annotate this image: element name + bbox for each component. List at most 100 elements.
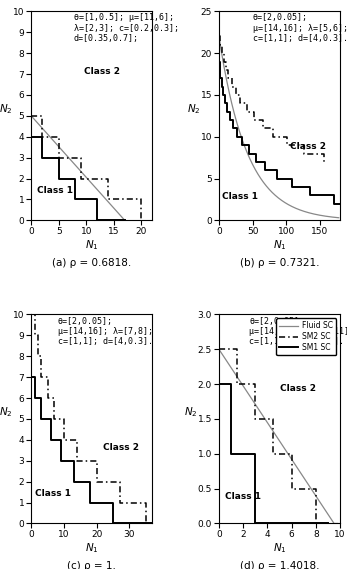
SM2 SC [314, 485, 318, 492]
SM1 SC [246, 150, 251, 157]
SM2 SC [79, 154, 83, 161]
SM1 SC [59, 457, 63, 464]
SM1 SC [308, 192, 313, 199]
SM2 SC [223, 58, 228, 65]
SM2 SC [314, 520, 318, 527]
SM1 SC [59, 436, 63, 443]
SM1 SC [289, 184, 294, 191]
Fluid SC [317, 497, 321, 504]
SM2 SC [261, 125, 265, 132]
Fluid SC [123, 217, 127, 224]
SM1 SC [223, 92, 227, 98]
SM2 SC [218, 33, 222, 40]
SM2 SC [235, 381, 239, 387]
SM1 SC [235, 125, 239, 132]
Text: θ=[1,0.5]; μ=[11,6];
λ=[2,3]; c=[0.2,0.3];
d=[0.35,0.7];: θ=[1,0.5]; μ=[11,6]; λ=[2,3]; c=[0.2,0.3… [74, 14, 179, 43]
SM2 SC [75, 457, 79, 464]
SM1 SC [240, 133, 245, 140]
SM2 SC [139, 217, 143, 224]
SM2 SC [45, 395, 50, 402]
SM2 SC [302, 150, 306, 157]
Line: Fluid SC: Fluid SC [219, 36, 339, 218]
SM1 SC [225, 100, 229, 107]
SM2 SC [271, 415, 276, 422]
SM2 SC [217, 33, 221, 40]
Y-axis label: $N_2$: $N_2$ [0, 405, 12, 419]
SM1 SC [57, 175, 61, 182]
SM1 SC [326, 520, 330, 527]
SM2 SC [40, 133, 44, 140]
Fluid SC [217, 33, 221, 40]
SM2 SC [234, 92, 238, 98]
SM2 SC [95, 479, 99, 485]
Legend: Fluid SC, SM2 SC, SM1 SC: Fluid SC, SM2 SC, SM1 SC [276, 318, 336, 355]
SM1 SC [111, 520, 115, 527]
SM1 SC [123, 217, 127, 224]
SM1 SC [235, 133, 239, 140]
SM1 SC [254, 150, 258, 157]
SM1 SC [339, 200, 343, 207]
SM1 SC [217, 58, 221, 65]
SM1 SC [49, 436, 53, 443]
Fluid SC [289, 203, 294, 210]
SM2 SC [234, 83, 238, 90]
SM1 SC [220, 83, 224, 90]
SM2 SC [238, 92, 243, 98]
SM2 SC [302, 142, 306, 149]
Line: SM2 SC: SM2 SC [219, 349, 316, 523]
Fluid SC [308, 209, 312, 216]
SM2 SC [40, 113, 44, 119]
SM1 SC [231, 125, 235, 132]
Y-axis label: $N_2$: $N_2$ [187, 102, 200, 116]
Line: Fluid SC: Fluid SC [31, 116, 125, 220]
Fluid SC [337, 215, 341, 221]
Text: (b) ρ = 0.7321.: (b) ρ = 0.7321. [240, 258, 319, 268]
SM2 SC [244, 100, 248, 107]
Fluid SC [324, 509, 329, 516]
Fluid SC [287, 452, 291, 459]
SM2 SC [39, 353, 43, 360]
SM1 SC [73, 196, 77, 203]
Text: Class 2: Class 2 [84, 67, 119, 76]
SM2 SC [106, 175, 110, 182]
SM1 SC [39, 415, 43, 422]
SM1 SC [223, 100, 227, 107]
SM1 SC [29, 353, 33, 360]
SM2 SC [226, 67, 230, 73]
SM1 SC [253, 451, 257, 457]
Line: SM1 SC: SM1 SC [219, 384, 328, 523]
SM1 SC [49, 415, 53, 422]
Text: Class 1: Class 1 [222, 192, 258, 201]
SM2 SC [253, 381, 257, 387]
Line: SM1 SC: SM1 SC [31, 356, 152, 523]
SM2 SC [217, 346, 221, 353]
X-axis label: $N_1$: $N_1$ [273, 238, 286, 251]
SM2 SC [62, 436, 66, 443]
SM1 SC [220, 75, 224, 82]
SM2 SC [62, 415, 66, 422]
SM1 SC [29, 133, 33, 140]
Text: θ=[2,0.05];
μ=[14,16]; λ=[10,11];
c=[1,1]; d=[4,0.3].: θ=[2,0.05]; μ=[14,16]; λ=[10,11]; c=[1,1… [249, 316, 347, 347]
SM1 SC [95, 196, 99, 203]
SM2 SC [144, 520, 148, 527]
SM1 SC [95, 217, 99, 224]
SM1 SC [240, 142, 245, 149]
Text: Class 1: Class 1 [225, 492, 261, 501]
SM1 SC [73, 175, 77, 182]
SM1 SC [263, 158, 268, 165]
SM2 SC [118, 499, 122, 506]
SM2 SC [289, 451, 294, 457]
SM2 SC [285, 133, 289, 140]
SM1 SC [218, 75, 222, 82]
SM2 SC [57, 154, 61, 161]
Text: (a) ρ = 0.6818.: (a) ρ = 0.6818. [52, 258, 132, 268]
Fluid SC [320, 212, 324, 219]
SM2 SC [36, 332, 40, 339]
Line: SM2 SC: SM2 SC [31, 116, 141, 220]
SM2 SC [75, 436, 79, 443]
Fluid SC [332, 520, 336, 527]
SM2 SC [32, 332, 36, 339]
SM1 SC [228, 108, 232, 115]
SM1 SC [111, 499, 115, 506]
Y-axis label: $N_2$: $N_2$ [184, 405, 197, 419]
